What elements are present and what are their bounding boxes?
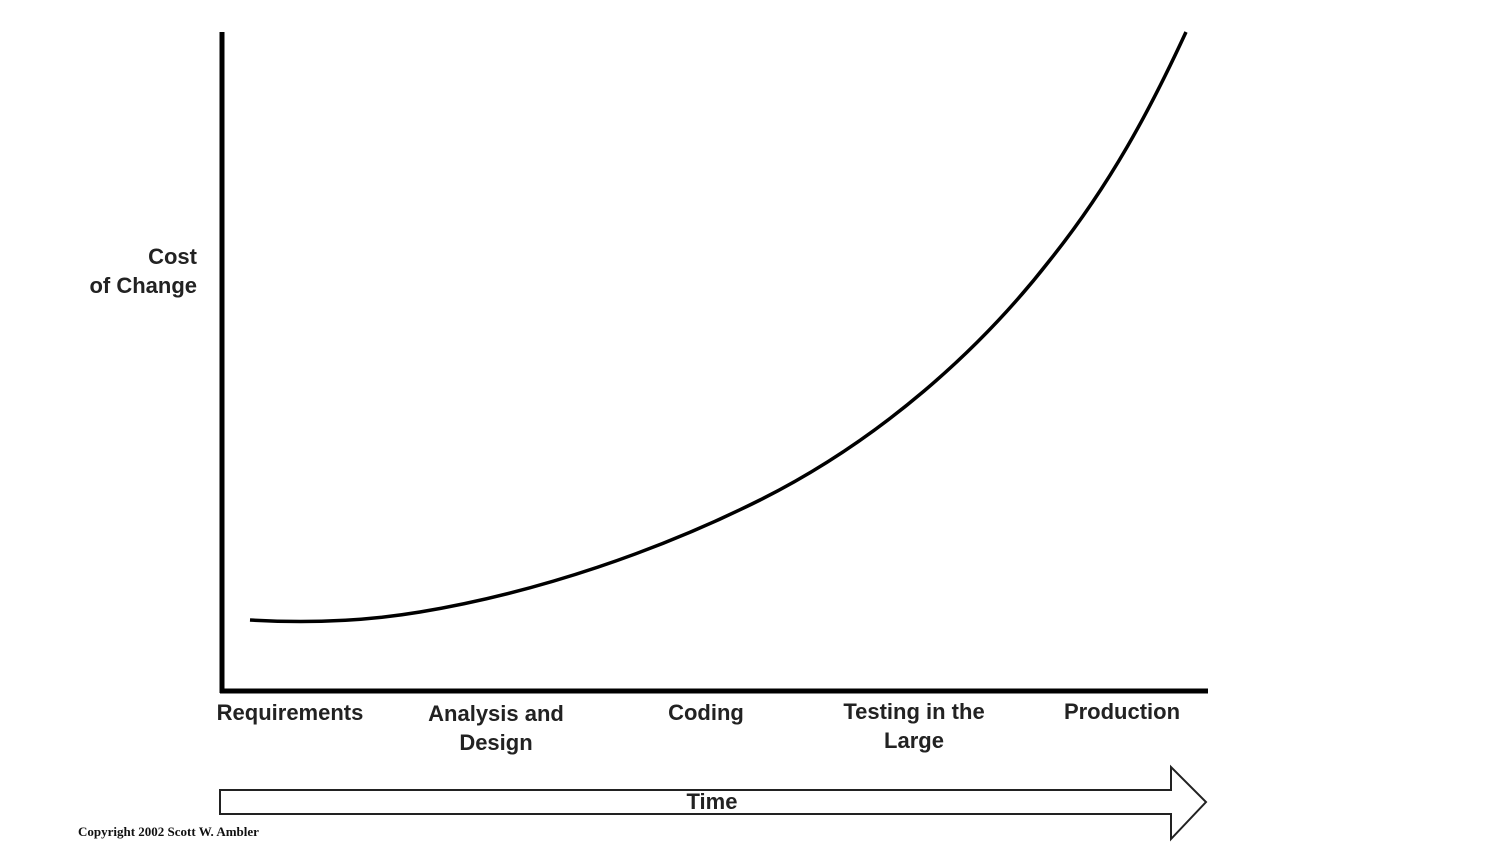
time-label: Time: [686, 789, 738, 814]
phase-label-line: Production: [1063, 699, 1181, 724]
time-arrow: [219, 764, 1208, 842]
y-axis-label-line: of Change: [89, 273, 197, 298]
phase-label-line: Testing in the: [843, 699, 985, 724]
phase-label-requirements: Requirements: [190, 698, 390, 727]
copyright-text: Copyright 2002 Scott W. Ambler: [78, 824, 259, 839]
phase-label-line: Design: [459, 730, 533, 755]
phase-label-line: Coding: [668, 700, 744, 725]
phase-label-line: Analysis and: [428, 701, 564, 726]
y-axis-label: Cost of Change: [89, 242, 197, 300]
phase-label-analysis-design: Analysis and Design: [396, 699, 596, 757]
phase-label-production: Production: [1022, 697, 1222, 726]
phase-label-testing: Testing in the Large: [814, 697, 1014, 755]
phase-label-line: Requirements: [216, 700, 364, 725]
phase-label-coding: Coding: [606, 698, 806, 727]
phase-label-line: Large: [884, 728, 944, 753]
y-axis-label-line: Cost: [148, 244, 197, 269]
cost-curve: [249, 31, 1188, 624]
